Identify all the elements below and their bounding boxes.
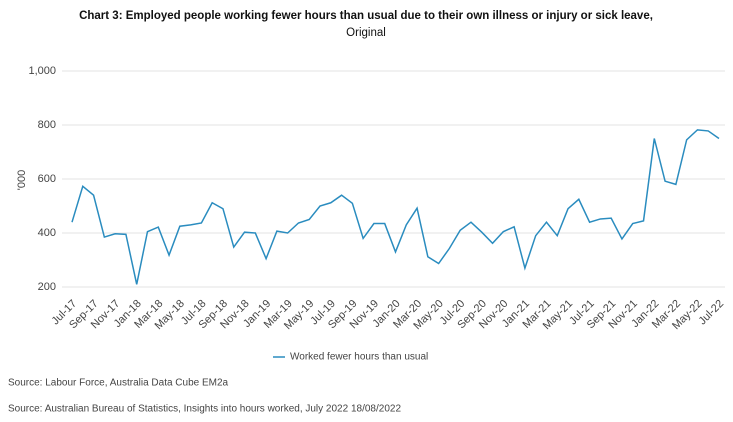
data-line <box>71 129 720 285</box>
legend-label: Worked fewer hours than usual <box>290 352 428 363</box>
y-axis-label: '000 <box>16 170 28 190</box>
x-tick-label: Jul-22 <box>696 298 726 328</box>
y-tick-label: 600 <box>38 173 56 185</box>
y-tick-label: 400 <box>38 227 56 239</box>
footnote: Source: Labour Force, Australia Data Cub… <box>8 378 229 389</box>
chart-subtitle: Original <box>346 27 386 39</box>
chart-title: Chart 3: Employed people working fewer h… <box>79 10 653 22</box>
footnote: Source: Australian Bureau of Statistics,… <box>8 404 401 415</box>
y-tick-label: 200 <box>38 281 56 293</box>
y-tick-label: 1,000 <box>28 65 56 77</box>
y-tick-label: 800 <box>38 119 56 131</box>
